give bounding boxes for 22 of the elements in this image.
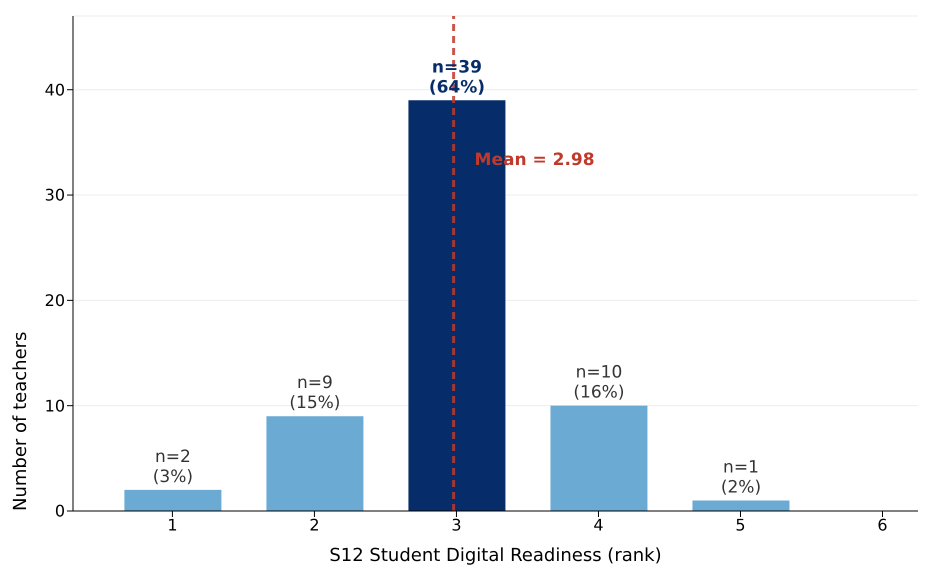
bar	[266, 416, 364, 511]
y-tick-label: 0	[54, 502, 65, 521]
y-axis-title: Number of teachers	[10, 330, 31, 511]
data-label: n=10 (16%)	[573, 362, 624, 403]
y-tick-label: 40	[44, 80, 65, 100]
y-tick-label: 20	[44, 291, 65, 310]
bar	[124, 490, 222, 511]
data-label: n=39 (64%)	[428, 57, 486, 98]
x-axis-title: S12 Student Digital Readiness (rank)	[329, 545, 662, 566]
x-tick-label: 4	[593, 515, 604, 534]
y-tick-label: 10	[44, 396, 65, 416]
x-tick-label: 6	[877, 515, 888, 534]
bar	[692, 500, 790, 511]
data-label: n=1 (2%)	[720, 457, 762, 498]
data-label: n=9 (15%)	[289, 373, 340, 414]
x-tick-label: 5	[735, 515, 746, 534]
y-tick-label: 30	[44, 186, 65, 205]
x-tick-label: 1	[167, 515, 178, 534]
data-label: n=2 (3%)	[152, 446, 194, 487]
x-tick-label: 3	[451, 515, 462, 534]
x-tick-label: 2	[309, 515, 320, 534]
bar	[550, 406, 648, 511]
